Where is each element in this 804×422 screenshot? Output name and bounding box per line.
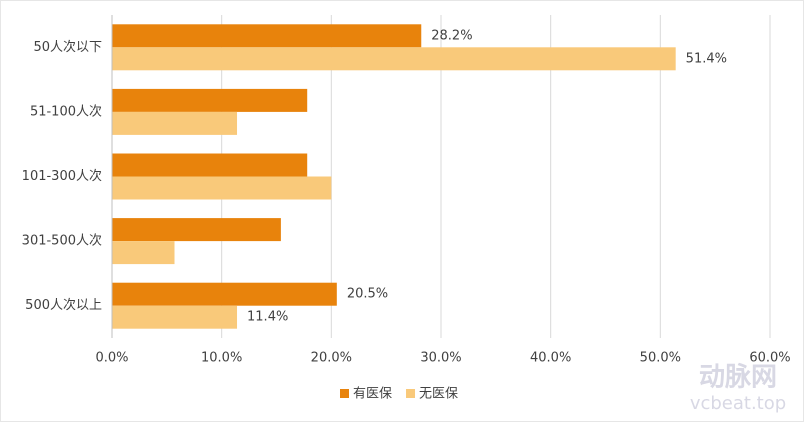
x-tick-label: 10.0%	[201, 351, 242, 366]
legend-swatch	[406, 389, 416, 398]
x-tick-label: 50.0%	[640, 351, 681, 366]
y-tick-label: 101-300人次	[22, 168, 102, 184]
y-tick-label: 500人次以上	[25, 297, 102, 313]
bar	[112, 111, 238, 135]
x-tick-label: 60.0%	[749, 351, 790, 366]
bar	[112, 47, 676, 71]
y-tick-label: 50人次以下	[33, 39, 102, 55]
watermark-site: vcbeat.top	[690, 393, 786, 414]
bar	[112, 88, 308, 112]
x-tick-label: 30.0%	[420, 351, 461, 366]
y-tick-label: 301-500人次	[22, 233, 102, 249]
x-tick-label: 40.0%	[530, 351, 571, 366]
bar	[112, 153, 308, 177]
y-tick-label: 51-100人次	[30, 103, 102, 119]
data-label: 11.4%	[247, 310, 288, 325]
bar	[112, 241, 175, 265]
bar	[112, 24, 422, 48]
bar	[112, 176, 332, 200]
legend-label: 有医保	[353, 387, 392, 402]
x-tick-label: 0.0%	[95, 351, 128, 366]
watermark-brand: 动脉网	[699, 363, 777, 393]
x-tick-label: 20.0%	[311, 351, 352, 366]
bar	[112, 305, 238, 329]
legend-label: 无医保	[419, 387, 458, 402]
data-label: 51.4%	[686, 51, 727, 66]
legend-swatch	[340, 389, 349, 398]
data-label: 20.5%	[347, 287, 388, 302]
bar	[112, 218, 281, 242]
data-label: 28.2%	[431, 28, 472, 43]
bar	[112, 282, 337, 306]
